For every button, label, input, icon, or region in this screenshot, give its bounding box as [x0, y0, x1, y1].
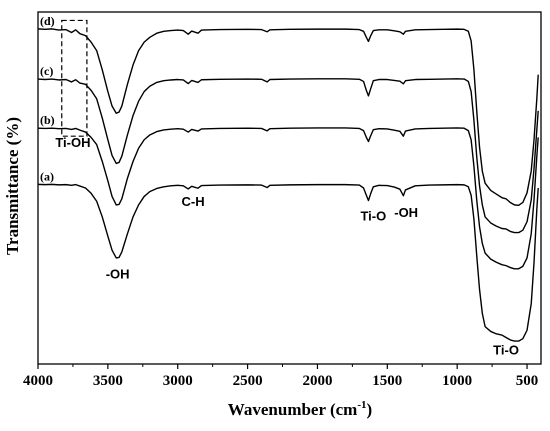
- x-axis-title-main: Wavenumber (cm: [228, 400, 358, 419]
- y-axis-title: Transmittance (%): [3, 117, 22, 255]
- spectrum-line-c: [37, 78, 539, 234]
- peak-annotation: -OH: [106, 266, 130, 281]
- peak-annotation: Ti-O: [493, 342, 519, 357]
- peak-annotation: Ti-O: [360, 209, 386, 224]
- x-tick-label: 1500: [372, 373, 402, 389]
- peak-annotation: -OH: [394, 205, 418, 220]
- x-tick-label: 4000: [23, 373, 53, 389]
- series-label-a: (a): [40, 169, 54, 183]
- x-axis-title-superscript: -1: [357, 399, 366, 411]
- spectrum-line-b: [37, 127, 539, 270]
- series-labels: (d) (c) (b) (a): [40, 14, 55, 184]
- plot-border: [37, 11, 542, 365]
- series-label-c: (c): [40, 64, 53, 78]
- x-tick-label: 1000: [442, 373, 472, 389]
- x-tick-label: 2500: [233, 373, 263, 389]
- x-tick-label: 500: [516, 373, 539, 389]
- ti-oh-dashed-box: [61, 19, 88, 137]
- spectra-traces: [37, 28, 539, 342]
- peak-annotation: Ti-OH: [55, 135, 90, 150]
- spectrum-line-d: [37, 28, 539, 207]
- series-label-d: (d): [40, 14, 55, 28]
- x-axis-title: Wavenumber (cm-1): [228, 399, 372, 419]
- plot-frame: [37, 11, 542, 365]
- x-axis-title-suffix: ): [367, 400, 373, 419]
- x-tick-label: 3500: [93, 373, 123, 389]
- ti-oh-highlight-box: [61, 19, 88, 137]
- spectrum-line-a: [37, 183, 539, 342]
- peak-annotations: -OH C-H Ti-O -OH Ti-O Ti-OH: [55, 135, 519, 357]
- x-tick-label: 3000: [163, 373, 193, 389]
- x-tick-label: 2000: [302, 373, 332, 389]
- series-label-b: (b): [40, 113, 55, 127]
- peak-annotation: C-H: [182, 194, 205, 209]
- x-axis-ticks: 4000 3500 3000 2500 2000 1500 1000 500: [23, 364, 538, 389]
